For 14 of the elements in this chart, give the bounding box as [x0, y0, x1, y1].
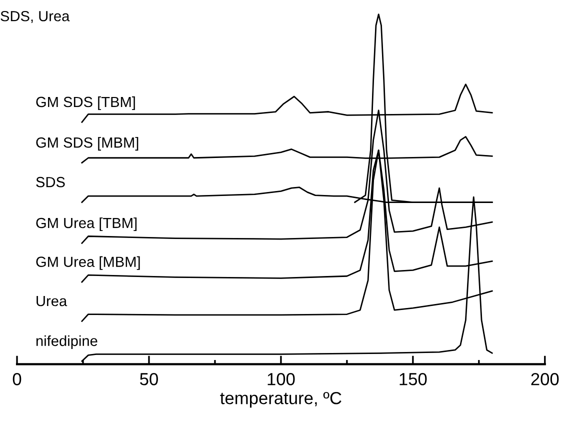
x-tick-label: 50: [140, 372, 158, 386]
series-label: GM SDS [TBM]: [36, 96, 135, 110]
series-label: nifedipine: [36, 335, 98, 349]
series-label: Urea: [36, 296, 68, 306]
series-label: GM Urea [TBM]: [36, 217, 137, 232]
x-axis-title: temperature, ºC: [220, 392, 342, 408]
x-tick-label: 200: [531, 372, 559, 386]
x-tick-label: 0: [12, 372, 22, 386]
x-tick-label: 100: [268, 372, 295, 386]
series-label: GM Urea [MBM]: [36, 256, 140, 270]
x-tick-label: 150: [400, 372, 427, 386]
series-label: SDS: [36, 176, 65, 188]
chart-title: SDS, Urea: [0, 10, 70, 24]
series-label: GM SDS [MBM]: [36, 137, 138, 151]
